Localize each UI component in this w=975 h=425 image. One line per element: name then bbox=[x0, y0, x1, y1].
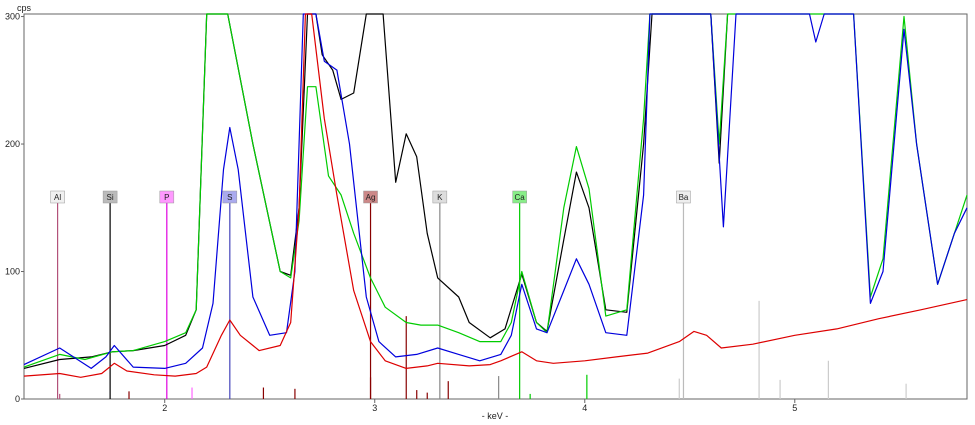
series-line-3 bbox=[23, 13, 968, 378]
y-axis: 0 100 200 300 bbox=[5, 12, 24, 404]
y-axis-title: cps bbox=[17, 3, 32, 13]
y-tick-label-200: 200 bbox=[5, 139, 20, 149]
element-label-al: Al bbox=[54, 193, 61, 202]
element-label-k: K bbox=[437, 193, 443, 202]
y-tick-label-100: 100 bbox=[5, 267, 20, 277]
element-marker-box-ca bbox=[512, 190, 527, 204]
x-tick-label-2: 2 bbox=[162, 403, 167, 413]
element-marker-box-si bbox=[102, 190, 118, 204]
x-axis: 2 3 4 5 bbox=[162, 399, 797, 413]
element-marker-box-al bbox=[50, 190, 65, 204]
element-markers: Al Si P S Ag K Ca Ba bbox=[50, 190, 691, 399]
spectrum-series bbox=[23, 13, 968, 378]
element-label-si: Si bbox=[107, 193, 114, 202]
y-tick-label-300: 300 bbox=[5, 12, 20, 22]
x-tick-label-5: 5 bbox=[792, 403, 797, 413]
element-marker-box-s bbox=[222, 190, 238, 204]
element-label-ba: Ba bbox=[679, 193, 689, 202]
element-marker-box-p bbox=[159, 190, 175, 204]
x-tick-label-4: 4 bbox=[582, 403, 587, 413]
element-marker-box-k bbox=[432, 190, 448, 204]
x-tick-label-3: 3 bbox=[372, 403, 377, 413]
element-label-ca: Ca bbox=[515, 193, 526, 202]
element-label-p: P bbox=[164, 193, 169, 202]
element-marker-box-ba bbox=[676, 190, 691, 204]
element-marker-box-ag bbox=[363, 190, 378, 204]
element-label-ag: Ag bbox=[366, 193, 376, 202]
x-axis-title: - keV - bbox=[482, 411, 509, 421]
element-label-s: S bbox=[227, 193, 232, 202]
series-line-2 bbox=[23, 13, 968, 369]
y-tick-label-0: 0 bbox=[15, 394, 20, 404]
series-line-1 bbox=[23, 13, 968, 368]
